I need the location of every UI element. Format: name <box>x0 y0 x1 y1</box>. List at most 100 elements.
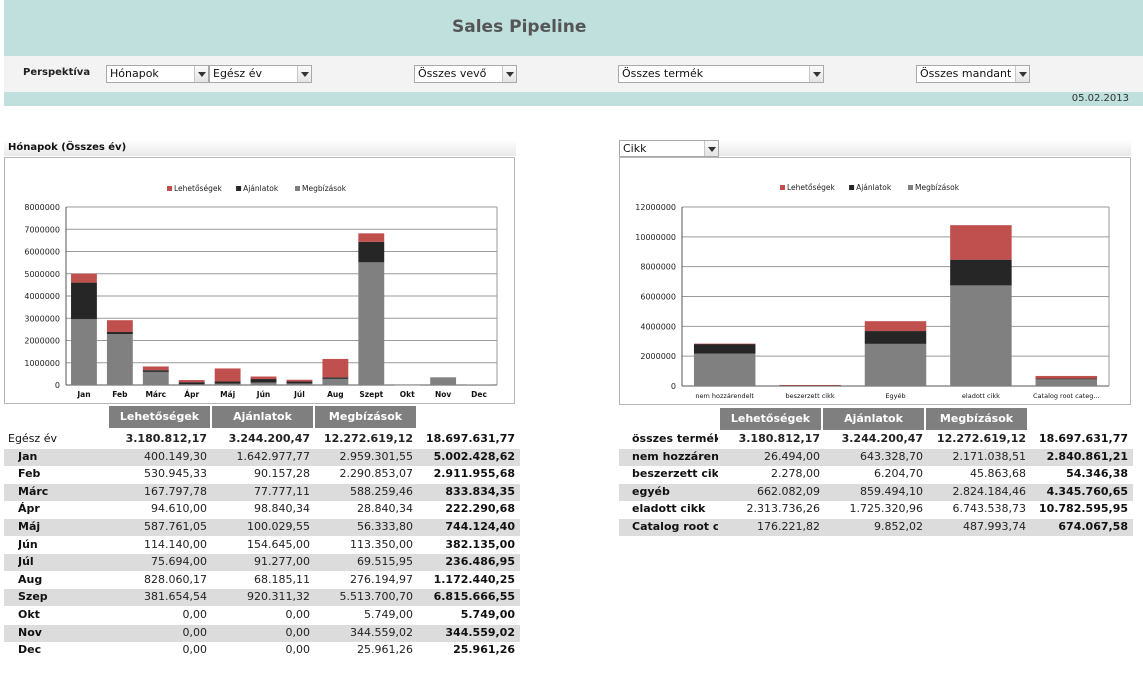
months-chart: Lehetőségek Ajánlatok Megbízások 0 1000000 20… <box>4 157 515 404</box>
customer-select[interactable]: Összes vevő <box>414 65 517 83</box>
row-label: összes termék <box>632 432 718 445</box>
filter-bar: Perspektíva Hónapok Egész év Összes vevő… <box>4 56 1143 92</box>
x-tick-label: Márc <box>145 390 166 399</box>
months-chart-svg: Lehetőségek Ajánlatok Megbízások 0 1000000 20… <box>24 184 498 399</box>
bar-Szept-Ajánlatok <box>358 241 385 263</box>
y-tick-label: 2000000 <box>640 352 676 361</box>
row-label: Dec <box>18 643 42 657</box>
col-header-lehetosegek: Lehetőségek <box>109 406 210 428</box>
row-label: Jan <box>18 449 38 463</box>
cell-value: 5.749,00 <box>364 608 413 621</box>
bar-Jan-Ajánlatok <box>71 282 97 320</box>
items-chart: Lehetőségek Ajánlatok Megbízások 0 2000000 40… <box>619 157 1131 405</box>
cell-value: 0,00 <box>285 625 311 639</box>
dimension-select-value: Cikk <box>623 142 647 155</box>
cell-value: 98.840,34 <box>254 502 310 516</box>
bar-beszerzett cikk-Lehetőségek <box>779 385 841 386</box>
cell-value: 920.311,32 <box>247 590 310 604</box>
cell-value: 77.777,11 <box>254 484 310 498</box>
cell-value: 643.328,70 <box>860 449 923 463</box>
cell-value: 3.244.200,47 <box>228 432 310 445</box>
x-tick-label: Aug <box>327 390 344 399</box>
legend-swatch-2 <box>295 186 300 191</box>
chevron-down-icon[interactable] <box>809 66 823 82</box>
bar-Márc-Ajánlatok <box>142 370 169 372</box>
bar-Okt-Megbízások <box>394 384 421 386</box>
table-row: Feb 530.945,33 90.157,28 2.290.853,07 2.911.… <box>4 466 520 483</box>
cell-value: 530.945,33 <box>144 467 207 481</box>
x-tick-label: Máj <box>220 390 235 399</box>
row-sum: 18.697.631,77 <box>1038 432 1128 445</box>
bar-Egyéb-Ajánlatok <box>864 331 927 344</box>
legend-label-1: Ajánlatok <box>856 183 892 192</box>
mandant-select[interactable]: Összes mandant <box>916 65 1030 83</box>
bar-Aug-Lehetőségek <box>322 358 349 378</box>
cell-value: 1.725.320,96 <box>849 502 923 516</box>
x-tick-label: eladott cikk <box>962 392 1000 400</box>
legend-label-2: Megbízások <box>302 184 347 193</box>
cell-value: 0,00 <box>182 643 208 657</box>
page-title: Sales Pipeline <box>452 17 587 37</box>
table-row: Aug 828.060,17 68.185,11 276.194,97 1.172.44… <box>4 572 520 589</box>
left-section-title: Hónapok (Összes év) <box>8 142 127 153</box>
bar-Feb-Lehetőségek <box>106 320 133 333</box>
bar-eladott cikk-Megbízások <box>950 285 1012 386</box>
cell-value: 56.333,80 <box>357 520 413 533</box>
col-header-ajanlatok: Ajánlatok <box>212 406 313 428</box>
cell-value: 662.082,09 <box>757 484 820 498</box>
y-tick-label: 12000000 <box>635 203 676 212</box>
col-header-ajanlatok: Ajánlatok <box>823 408 924 430</box>
chevron-down-icon[interactable] <box>194 66 208 82</box>
perspective-select[interactable]: Hónapok <box>106 65 209 83</box>
chevron-down-icon[interactable] <box>297 66 311 82</box>
bar-Júl-Megbízások <box>286 383 313 385</box>
table-row: eladott cikk 2.313.736,26 1.725.320,96 6.74… <box>619 501 1133 518</box>
col-header-megbizasok: Megbízások <box>926 408 1027 430</box>
row-label: eladott cikk <box>632 502 706 516</box>
cell-value: 859.494,10 <box>860 484 923 498</box>
chevron-down-icon[interactable] <box>1015 66 1029 82</box>
dimension-select[interactable]: Cikk <box>619 140 719 157</box>
cell-value: 487.993,74 <box>963 520 1026 533</box>
y-tick-label: 8000000 <box>640 263 676 272</box>
chevron-down-icon[interactable] <box>502 66 516 82</box>
table-row: Jún 114.140,00 154.645,00 113.350,00 382.135… <box>4 537 520 554</box>
cell-value: 69.515,95 <box>357 555 413 569</box>
cell-value: 828.060,17 <box>144 572 207 586</box>
bar-Máj-Megbízások <box>214 383 241 385</box>
bar-Jan-Lehetőségek <box>71 273 97 283</box>
bar-Feb-Megbízások <box>106 334 133 385</box>
row-label: Szep <box>18 590 48 604</box>
x-tick-label: Nov <box>435 390 451 399</box>
cell-value: 100.029,55 <box>247 520 310 533</box>
months-table: Lehetőségek Ajánlatok Megbízások Egész é… <box>4 406 520 660</box>
table-row: Júl 75.694,00 91.277,00 69.515,95 236.486,95 <box>4 554 520 572</box>
product-select[interactable]: Összes termék <box>618 65 824 83</box>
y-tick-label: 10000000 <box>635 233 676 242</box>
y-tick-label: 0 <box>671 382 676 391</box>
perspective-select-value: Hónapok <box>110 67 159 80</box>
y-tick-label: 4000000 <box>24 292 60 301</box>
period-select[interactable]: Egész év <box>209 65 312 83</box>
table-row: beszerzett cikk 2.278,00 6.204,70 45.863,68… <box>619 466 1133 483</box>
row-label: Máj <box>18 520 41 533</box>
x-tick-label: Jan <box>76 390 90 399</box>
x-tick-label: beszerzett cikk <box>786 392 835 400</box>
row-sum: 1.172.440,25 <box>433 572 515 586</box>
row-sum: 4.345.760,65 <box>1046 484 1128 498</box>
row-label: Feb <box>18 467 41 481</box>
chevron-down-icon[interactable] <box>704 141 718 156</box>
table-row: Catalog root categ 176.221,82 9.852,02 487.… <box>619 519 1133 536</box>
y-tick-label: 7000000 <box>24 225 60 234</box>
cell-value: 3.180.812,17 <box>738 432 820 445</box>
cell-value: 167.797,78 <box>144 484 207 498</box>
y-tick-label: 3000000 <box>24 314 60 323</box>
bar-Szept-Lehetőségek <box>358 233 385 242</box>
bar-Catalog root categ...-Lehetőségek <box>1035 375 1098 379</box>
mandant-select-value: Összes mandant <box>920 67 1012 80</box>
row-sum: 382.135,00 <box>445 537 515 551</box>
cell-value: 12.272.619,12 <box>323 432 413 445</box>
table-row: Jan 400.149,30 1.642.977,77 2.959.301,55 5.0… <box>4 448 520 466</box>
row-label: Márc <box>18 484 49 498</box>
cell-value: 9.852,02 <box>874 520 923 533</box>
